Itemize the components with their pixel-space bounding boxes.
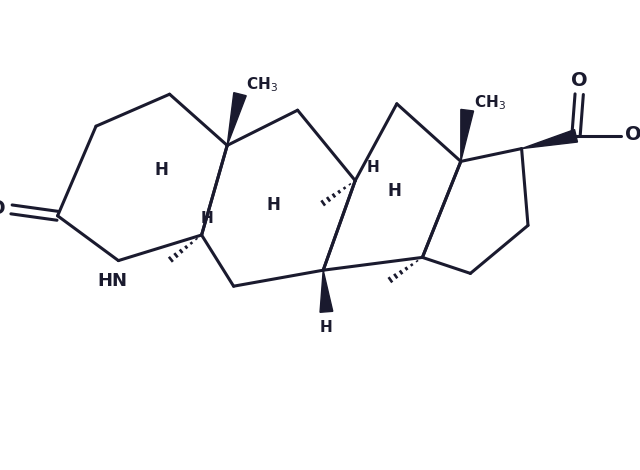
- Polygon shape: [522, 130, 577, 149]
- Polygon shape: [461, 110, 474, 161]
- Text: HN: HN: [97, 272, 127, 290]
- Text: H: H: [154, 161, 168, 179]
- Text: H: H: [388, 182, 402, 201]
- Text: CH$_3$: CH$_3$: [474, 93, 506, 112]
- Text: OH: OH: [625, 125, 640, 144]
- Text: H: H: [266, 196, 280, 213]
- Text: H: H: [200, 211, 213, 226]
- Text: O: O: [571, 70, 588, 90]
- Text: H: H: [367, 160, 380, 175]
- Polygon shape: [227, 93, 246, 145]
- Polygon shape: [320, 270, 333, 312]
- Text: CH$_3$: CH$_3$: [246, 75, 278, 94]
- Text: O: O: [0, 199, 6, 218]
- Text: H: H: [320, 320, 333, 335]
